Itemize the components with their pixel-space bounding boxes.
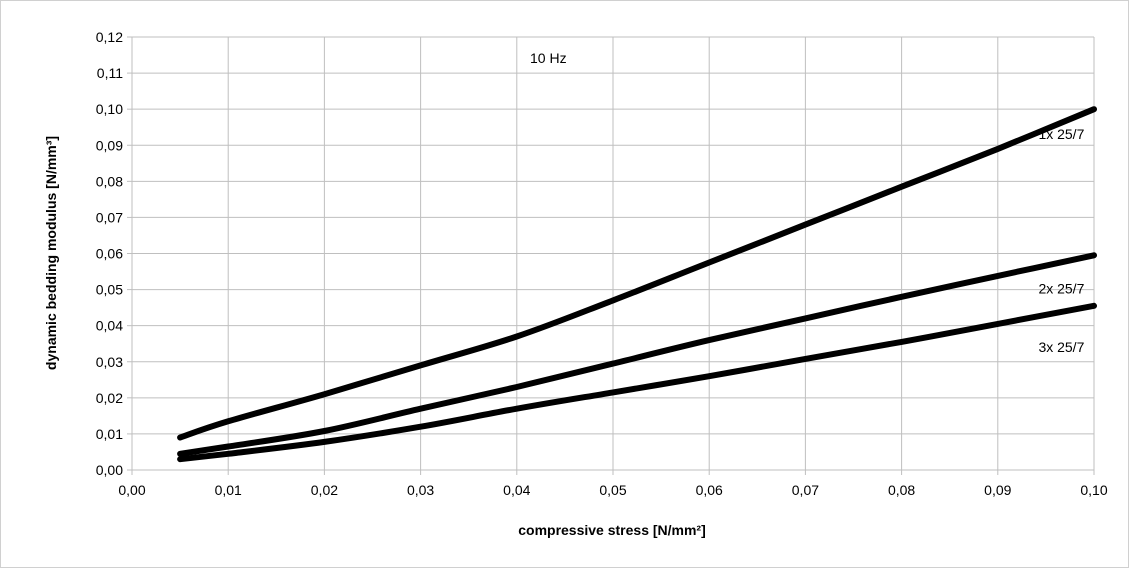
x-tick-label: 0,10 bbox=[1080, 482, 1107, 498]
series-label-1: 1x 25/7 bbox=[1038, 126, 1084, 142]
x-tick-label: 0,02 bbox=[311, 482, 338, 498]
y-tick-label: 0,01 bbox=[96, 426, 123, 442]
x-tick-label: 0,00 bbox=[118, 482, 145, 498]
series-label-3: 3x 25/7 bbox=[1038, 339, 1084, 355]
x-tick-label: 0,06 bbox=[696, 482, 723, 498]
x-tick-label: 0,01 bbox=[215, 482, 242, 498]
series-line-3 bbox=[177, 302, 1097, 463]
y-axis-ticks: 0,00 0,01 0,02 0,03 0,04 0,05 0,06 0,07 0,08 0,09… bbox=[96, 29, 123, 478]
frequency-annotation: 10 Hz bbox=[530, 50, 567, 66]
y-axis-title: dynamic bedding modulus [N/mm³] bbox=[43, 136, 59, 370]
x-tick-label: 0,09 bbox=[984, 482, 1011, 498]
y-tick-label: 0,05 bbox=[96, 282, 123, 298]
x-tick-label: 0,05 bbox=[599, 482, 626, 498]
x-tick-label: 0,07 bbox=[792, 482, 819, 498]
y-tick-label: 0,07 bbox=[96, 209, 123, 225]
x-tick-label: 0,03 bbox=[407, 482, 434, 498]
y-tick-label: 0,00 bbox=[96, 462, 123, 478]
x-axis-title: compressive stress [N/mm²] bbox=[518, 522, 706, 538]
series-labels: 1x 25/7 2x 25/7 3x 25/7 bbox=[1038, 126, 1084, 355]
series-label-2: 2x 25/7 bbox=[1038, 280, 1084, 296]
series-line-2 bbox=[177, 252, 1097, 457]
y-tick-label: 0,06 bbox=[96, 246, 123, 262]
y-tick-label: 0,08 bbox=[96, 173, 123, 189]
y-tick-label: 0,12 bbox=[96, 29, 123, 45]
grid bbox=[127, 36, 1095, 475]
x-tick-label: 0,08 bbox=[888, 482, 915, 498]
y-tick-label: 0,11 bbox=[97, 65, 123, 81]
series-lines bbox=[177, 106, 1097, 463]
y-tick-label: 0,09 bbox=[96, 137, 123, 153]
y-tick-label: 0,10 bbox=[96, 101, 123, 117]
x-tick-label: 0,04 bbox=[503, 482, 530, 498]
x-axis-ticks: 0,00 0,01 0,02 0,03 0,04 0,05 0,06 0,07 0,08 0,09… bbox=[118, 482, 1107, 498]
series-line-1 bbox=[177, 106, 1097, 441]
y-tick-label: 0,03 bbox=[96, 354, 123, 370]
y-tick-label: 0,02 bbox=[96, 390, 123, 406]
y-tick-label: 0,04 bbox=[96, 318, 123, 334]
